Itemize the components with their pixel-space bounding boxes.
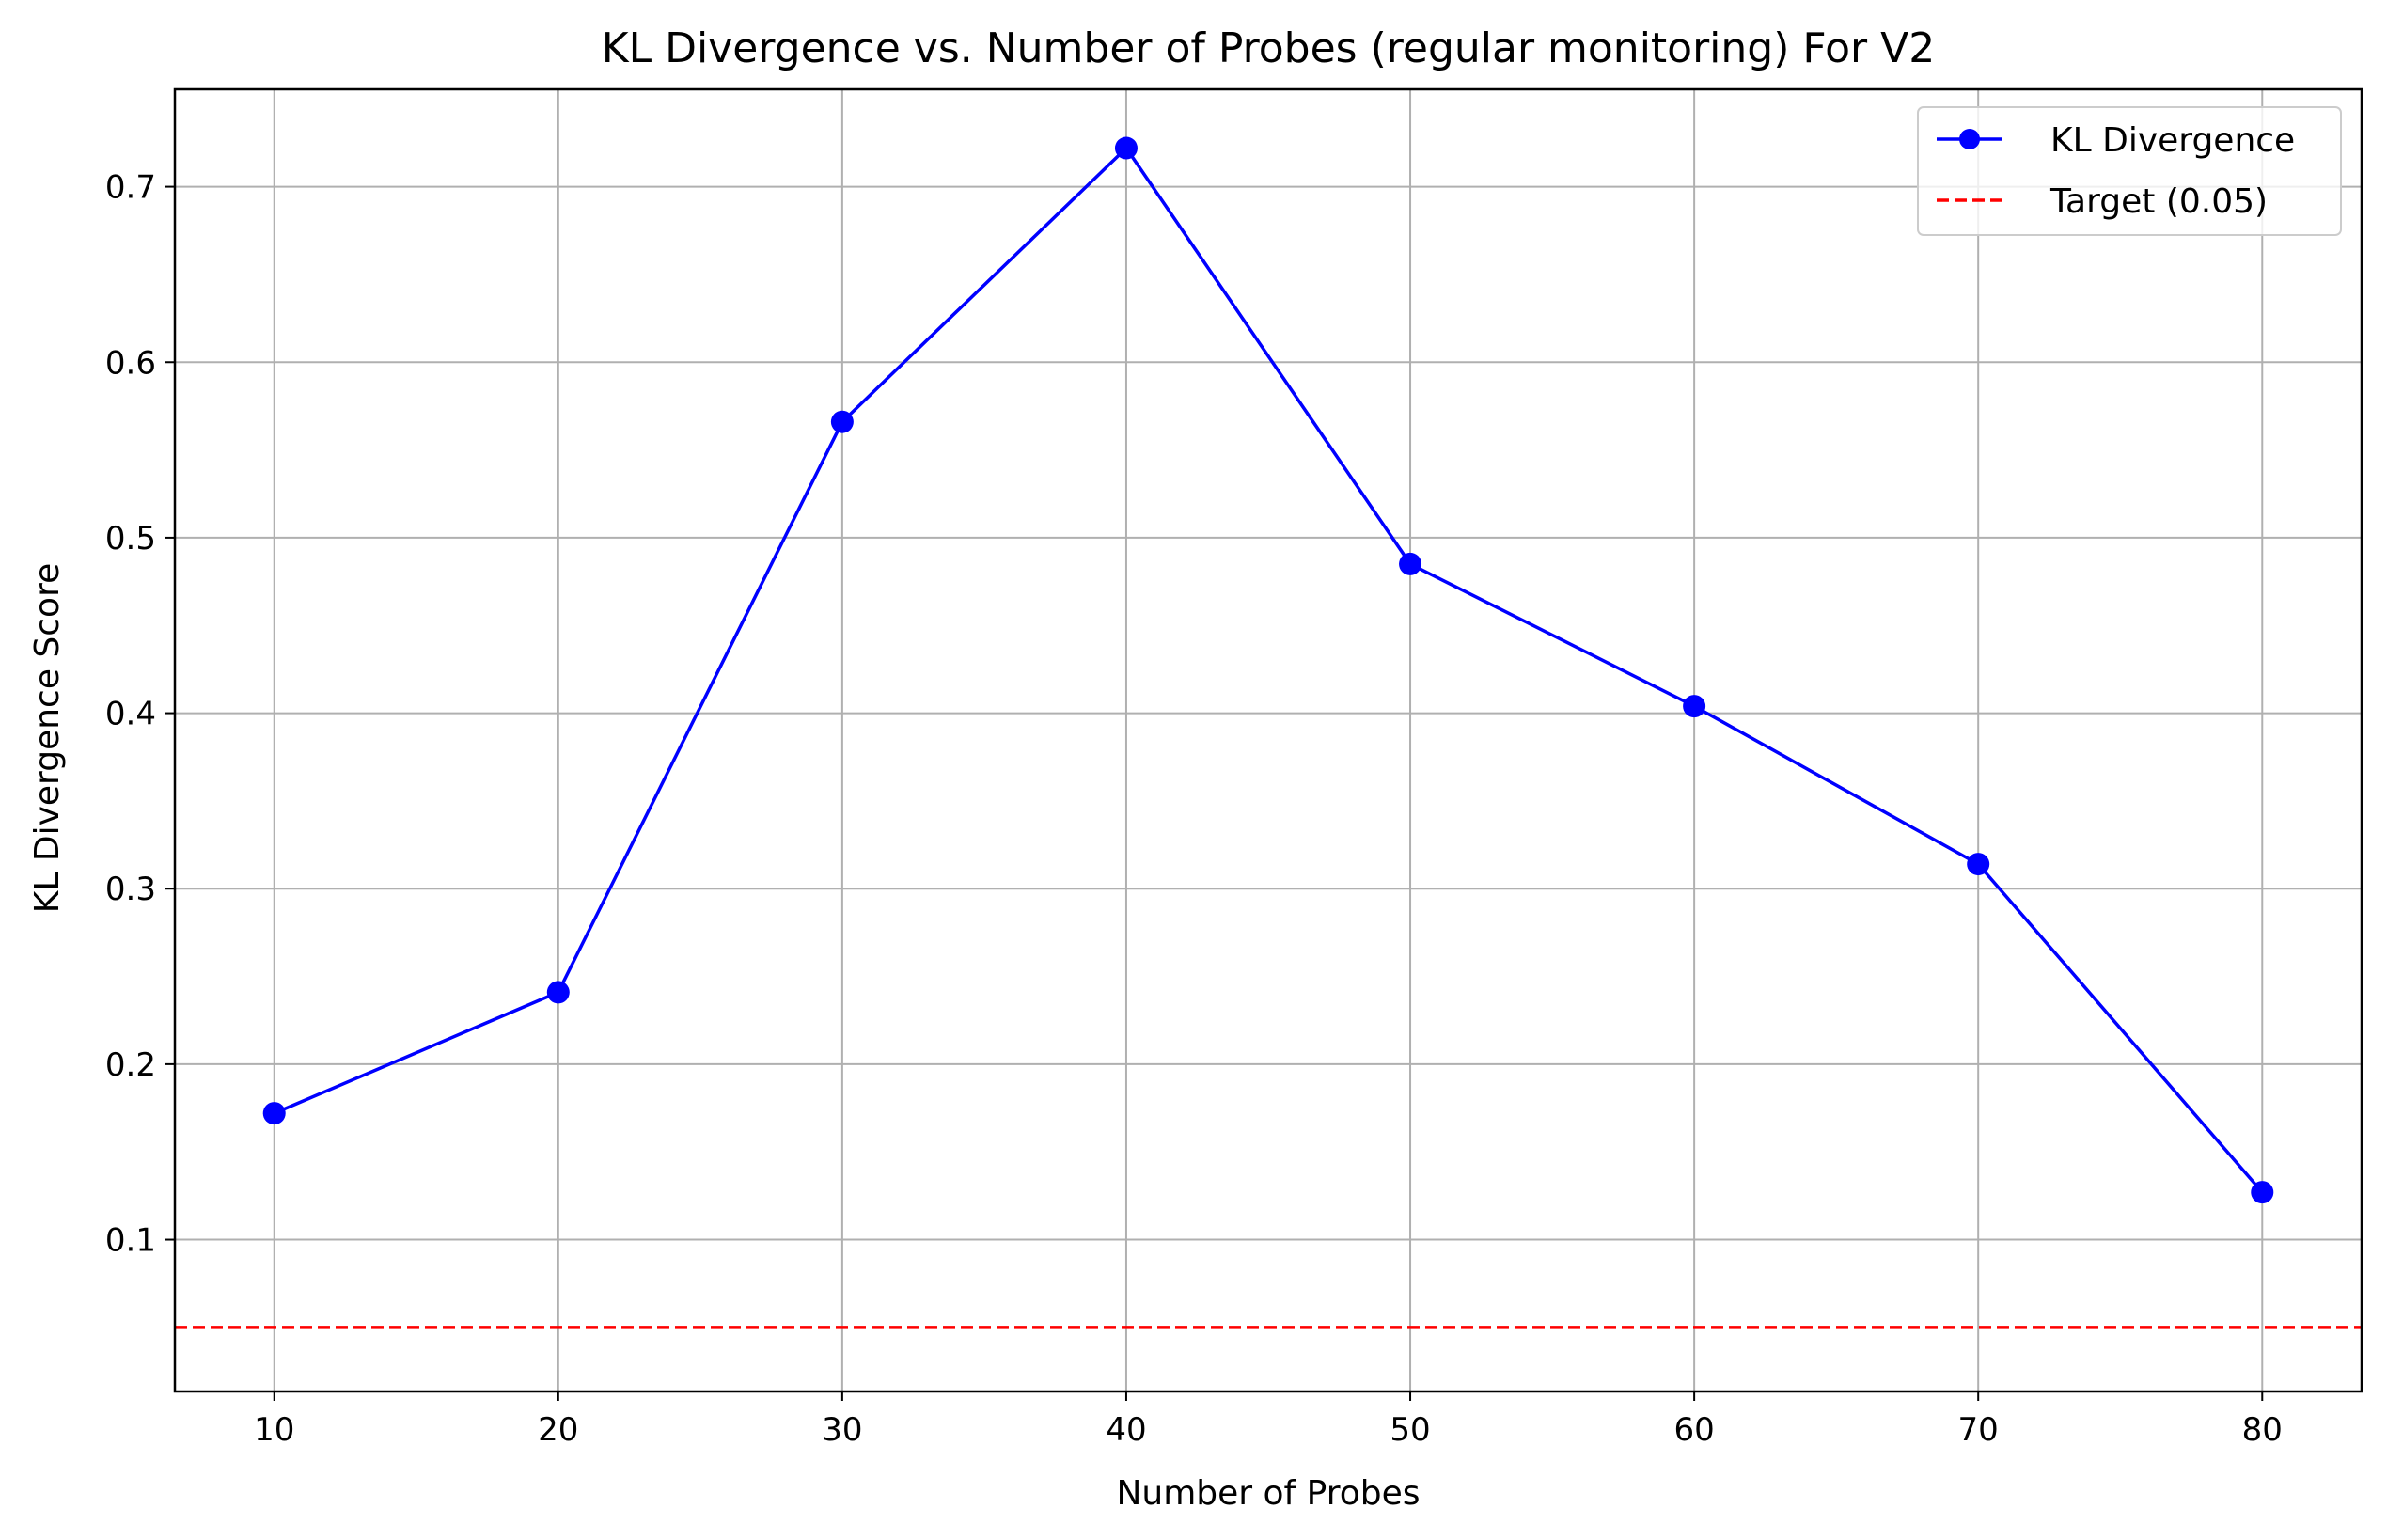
y-tick-label: 0.6 bbox=[105, 344, 156, 382]
x-tick-label: 70 bbox=[1958, 1411, 1999, 1449]
x-tick-label: 30 bbox=[822, 1411, 862, 1449]
x-tick-label: 50 bbox=[1390, 1411, 1430, 1449]
y-tick-label: 0.7 bbox=[105, 169, 156, 207]
x-tick-label: 60 bbox=[1673, 1411, 1714, 1449]
legend: KL Divergence Target (0.05) bbox=[1917, 106, 2342, 236]
legend-kl-marker-swatch bbox=[1959, 129, 1980, 149]
legend-box bbox=[1917, 106, 2342, 236]
y-tick-label: 0.1 bbox=[105, 1222, 156, 1260]
x-tick-label: 40 bbox=[1106, 1411, 1146, 1449]
x-tick-label: 80 bbox=[2242, 1411, 2283, 1449]
x-axis-ticks: 10 20 30 40 50 60 70 80 bbox=[254, 1391, 2283, 1449]
kl-divergence-point bbox=[1967, 853, 1990, 876]
y-tick-label: 0.4 bbox=[105, 696, 156, 733]
kl-divergence-series-line bbox=[274, 146, 2264, 1194]
y-axis-label: KL Divergence Score bbox=[28, 563, 67, 913]
kl-divergence-point bbox=[1114, 136, 1138, 160]
kl-divergence-point bbox=[1399, 552, 1422, 575]
grid-lines bbox=[175, 89, 2362, 1391]
chart-title: KL Divergence vs. Number of Probes (regu… bbox=[602, 24, 1935, 72]
x-tick-label: 10 bbox=[254, 1411, 294, 1449]
legend-label-target: Target (0.05) bbox=[2049, 182, 2268, 221]
legend-label-kl-divergence: KL Divergence bbox=[2050, 121, 2295, 160]
series-layer bbox=[262, 136, 2274, 1204]
kl-divergence-point bbox=[2251, 1181, 2274, 1204]
y-axis-ticks: 0.1 0.2 0.3 0.4 0.5 0.6 0.7 bbox=[105, 169, 175, 1260]
kl-divergence-point bbox=[1683, 695, 1706, 718]
kl-divergence-point bbox=[262, 1102, 286, 1125]
x-axis-label: Number of Probes bbox=[1116, 1474, 1420, 1513]
x-tick-label: 20 bbox=[538, 1411, 578, 1449]
y-tick-label: 0.3 bbox=[105, 871, 156, 908]
y-tick-label: 0.2 bbox=[105, 1046, 156, 1084]
y-tick-label: 0.5 bbox=[105, 520, 156, 558]
kl-divergence-point bbox=[546, 981, 570, 1004]
plot-area-frame bbox=[173, 87, 2363, 1393]
kl-divergence-point bbox=[830, 410, 854, 433]
